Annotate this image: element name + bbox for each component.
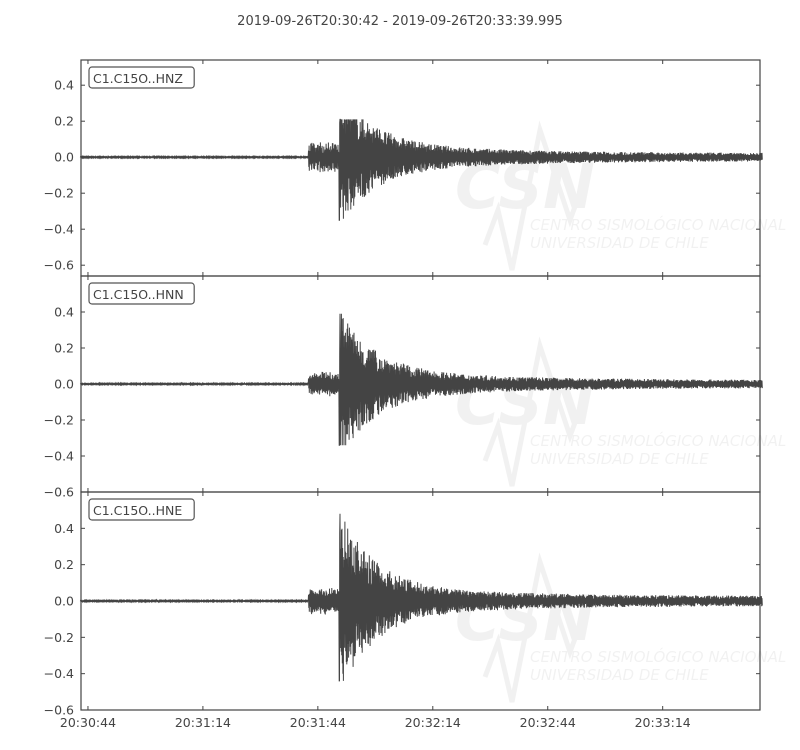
y-tick-label: 0.4: [54, 78, 74, 93]
y-tick-label: −0.4: [44, 666, 74, 681]
panel-frame: [80, 491, 761, 711]
x-tick-label: 20:30:44: [60, 715, 116, 730]
waveform-trace: [79, 118, 763, 221]
y-tick-label: −0.6: [44, 485, 74, 500]
channel-label-box: [88, 498, 195, 521]
y-tick-label: 0.0: [54, 594, 74, 609]
waveform-trace: [79, 313, 763, 446]
svg-text:CENTRO SISMOLÓGICO NACIONAL: CENTRO SISMOLÓGICO NACIONAL: [530, 431, 786, 450]
x-tick-label: 20:32:44: [520, 715, 576, 730]
y-tick-label: 0.2: [54, 341, 74, 356]
svg-text:UNIVERSIDAD DE CHILE: UNIVERSIDAD DE CHILE: [530, 666, 709, 684]
channel-label: C1.C15O..HNZ: [93, 71, 183, 86]
x-tick-label: 20:32:14: [405, 715, 461, 730]
channel-label: C1.C15O..HNE: [93, 503, 182, 518]
y-tick-label: −0.2: [44, 630, 74, 645]
y-tick-label: 0.2: [54, 557, 74, 572]
channel-label: C1.C15O..HNN: [93, 287, 184, 302]
y-tick-label: 0.4: [54, 521, 74, 536]
y-tick-label: −0.2: [44, 413, 74, 428]
y-tick-label: 0.0: [54, 150, 74, 165]
x-tick-label: 20:31:44: [290, 715, 346, 730]
svg-text:UNIVERSIDAD DE CHILE: UNIVERSIDAD DE CHILE: [530, 234, 709, 252]
svg-text:CENTRO SISMOLÓGICO NACIONAL: CENTRO SISMOLÓGICO NACIONAL: [530, 647, 786, 666]
y-tick-label: −0.2: [44, 186, 74, 201]
chart-title: 2019-09-26T20:30:42 - 2019-09-26T20:33:3…: [237, 14, 563, 29]
y-tick-label: −0.6: [44, 703, 74, 718]
x-tick-label: 20:31:14: [175, 715, 231, 730]
waveform-trace: [79, 513, 763, 682]
y-tick-label: −0.6: [44, 258, 74, 273]
channel-label-box: [88, 282, 195, 305]
x-tick-label: 20:33:14: [635, 715, 691, 730]
svg-text:UNIVERSIDAD DE CHILE: UNIVERSIDAD DE CHILE: [530, 450, 709, 468]
y-tick-label: 0.0: [54, 377, 74, 392]
y-tick-label: 0.2: [54, 114, 74, 129]
y-tick-label: −0.4: [44, 449, 74, 464]
svg-text:CENTRO SISMOLÓGICO NACIONAL: CENTRO SISMOLÓGICO NACIONAL: [530, 215, 786, 234]
svg-text:CSN: CSN: [455, 366, 595, 439]
y-tick-label: −0.4: [44, 222, 74, 237]
y-tick-label: 0.4: [54, 305, 74, 320]
channel-label-box: [88, 66, 195, 89]
